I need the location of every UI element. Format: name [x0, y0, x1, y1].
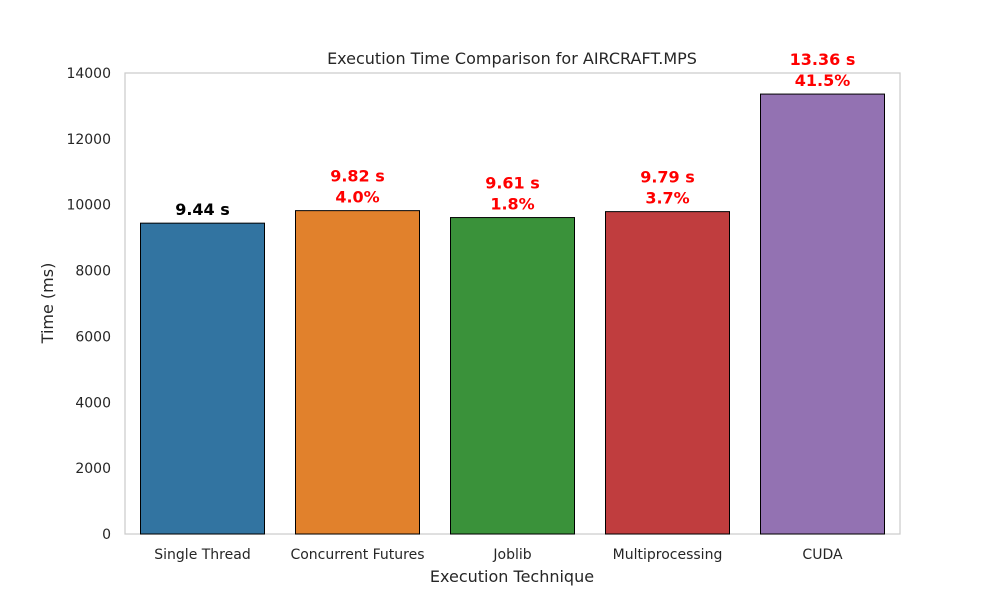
bar-data-label: 4.0%	[335, 188, 379, 207]
x-tick-label: CUDA	[802, 547, 843, 563]
y-tick-label: 14000	[66, 66, 111, 82]
y-tick-label: 0	[102, 527, 111, 543]
bar-data-label: 41.5%	[795, 71, 851, 90]
y-tick-label: 8000	[75, 264, 111, 280]
x-tick-label: Multiprocessing	[613, 547, 723, 563]
bar-data-label: 3.7%	[645, 189, 689, 208]
y-tick-label: 6000	[75, 329, 111, 345]
bars-layer	[140, 93, 885, 535]
y-tick-label: 10000	[66, 198, 111, 214]
bar-data-label: 9.82 s	[330, 167, 385, 186]
bar-labels-layer: 9.44 s 9.82 s 4.0% 9.61 s 1.8% 9.79 s 3.7% 13.3…	[175, 50, 855, 219]
bar	[450, 217, 575, 535]
x-tick-label: Single Thread	[154, 547, 250, 563]
bar	[760, 93, 885, 535]
bar-data-label: 13.36 s	[790, 50, 856, 69]
bar-data-label: 9.79 s	[640, 168, 695, 187]
bar-data-label: 9.44 s	[175, 200, 230, 219]
bar	[605, 211, 730, 535]
y-tick-label: 12000	[66, 132, 111, 148]
bar	[140, 222, 265, 535]
bar-data-label: 9.61 s	[485, 174, 540, 193]
x-axis-title: Execution Technique	[430, 567, 594, 586]
y-ticks-layer: 0 2000 4000 6000 8000 10000 12000 14000	[66, 66, 111, 543]
x-tick-label: Concurrent Futures	[290, 547, 424, 563]
y-tick-label: 2000	[75, 461, 111, 477]
x-tick-label: Joblib	[492, 547, 531, 563]
bar	[295, 210, 420, 535]
x-ticks-layer: Single Thread Concurrent Futures Joblib Mul…	[154, 547, 843, 563]
bar-data-label: 1.8%	[490, 195, 534, 214]
y-axis-title: Time (ms)	[38, 263, 57, 345]
y-tick-label: 4000	[75, 395, 111, 411]
chart-title: Execution Time Comparison for AIRCRAFT.M…	[327, 49, 697, 68]
